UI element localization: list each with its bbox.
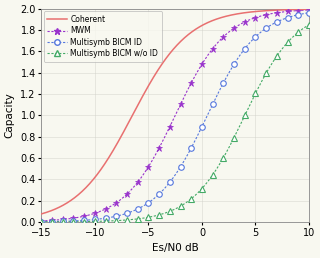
Multisymb BICM w/o ID — [211, 173, 215, 176]
Multisymb BICM ID — [275, 20, 279, 23]
Multisymb BICM w/o ID — [307, 23, 311, 26]
Coherent — [307, 8, 311, 11]
Multisymb BICM w/o ID — [179, 205, 182, 208]
Multisymb BICM w/o ID — [200, 187, 204, 190]
Coherent — [166, 54, 170, 57]
MWM — [82, 215, 86, 218]
Line: Multisymb BICM ID: Multisymb BICM ID — [39, 10, 312, 224]
Multisymb BICM w/o ID — [114, 219, 118, 222]
MWM — [200, 63, 204, 66]
Multisymb BICM w/o ID — [275, 54, 279, 58]
Multisymb BICM ID — [104, 217, 108, 220]
MWM — [307, 9, 311, 12]
Line: Coherent: Coherent — [41, 9, 309, 214]
MWM — [264, 13, 268, 16]
MWM — [253, 16, 257, 19]
MWM — [221, 35, 225, 38]
Coherent — [259, 10, 263, 13]
Multisymb BICM w/o ID — [104, 220, 108, 223]
Multisymb BICM ID — [157, 192, 161, 196]
Multisymb BICM w/o ID — [39, 220, 43, 223]
Multisymb BICM w/o ID — [168, 210, 172, 213]
Multisymb BICM w/o ID — [136, 217, 140, 220]
Multisymb BICM w/o ID — [125, 219, 129, 222]
MWM — [93, 212, 97, 215]
MWM — [39, 219, 43, 222]
Multisymb BICM ID — [61, 220, 65, 223]
Multisymb BICM ID — [243, 47, 247, 50]
Multisymb BICM ID — [72, 219, 76, 222]
Multisymb BICM w/o ID — [286, 41, 290, 44]
Multisymb BICM w/o ID — [296, 30, 300, 34]
Coherent — [301, 8, 305, 11]
Multisymb BICM w/o ID — [93, 220, 97, 223]
MWM — [232, 27, 236, 30]
Y-axis label: Capacity: Capacity — [5, 93, 15, 138]
MWM — [211, 47, 215, 50]
X-axis label: Es/N0 dB: Es/N0 dB — [152, 243, 198, 253]
Multisymb BICM w/o ID — [189, 197, 193, 200]
Multisymb BICM ID — [93, 218, 97, 221]
Coherent — [184, 35, 188, 38]
MWM — [61, 218, 65, 221]
MWM — [125, 192, 129, 196]
Multisymb BICM ID — [189, 146, 193, 149]
MWM — [104, 207, 108, 211]
Line: Multisymb BICM w/o ID: Multisymb BICM w/o ID — [39, 22, 312, 225]
MWM — [72, 217, 76, 220]
Multisymb BICM ID — [168, 181, 172, 184]
MWM — [296, 9, 300, 12]
Coherent — [168, 52, 172, 55]
Multisymb BICM w/o ID — [72, 220, 76, 223]
Coherent — [39, 212, 43, 215]
MWM — [50, 219, 54, 222]
MWM — [286, 10, 290, 13]
Multisymb BICM ID — [200, 125, 204, 128]
Multisymb BICM ID — [232, 63, 236, 66]
Multisymb BICM ID — [114, 215, 118, 218]
Multisymb BICM ID — [307, 11, 311, 14]
MWM — [168, 125, 172, 128]
Multisymb BICM w/o ID — [232, 136, 236, 139]
MWM — [157, 146, 161, 149]
Multisymb BICM w/o ID — [221, 156, 225, 159]
Multisymb BICM ID — [286, 16, 290, 19]
Multisymb BICM ID — [221, 81, 225, 84]
Legend: Coherent, MWM, Multisymb BICM ID, Multisymb BICM w/o ID: Coherent, MWM, Multisymb BICM ID, Multis… — [44, 11, 162, 62]
MWM — [189, 81, 193, 84]
MWM — [147, 165, 150, 168]
Multisymb BICM ID — [211, 103, 215, 106]
Multisymb BICM w/o ID — [147, 216, 150, 219]
Multisymb BICM ID — [125, 212, 129, 215]
MWM — [275, 11, 279, 14]
Multisymb BICM ID — [136, 207, 140, 211]
Multisymb BICM ID — [50, 220, 54, 223]
Multisymb BICM ID — [264, 27, 268, 30]
Multisymb BICM w/o ID — [50, 220, 54, 223]
Multisymb BICM ID — [179, 165, 182, 168]
Coherent — [199, 25, 203, 28]
Multisymb BICM w/o ID — [61, 220, 65, 223]
Multisymb BICM ID — [296, 13, 300, 16]
Multisymb BICM w/o ID — [264, 71, 268, 75]
MWM — [136, 181, 140, 184]
Line: MWM: MWM — [38, 6, 313, 224]
Multisymb BICM ID — [147, 201, 150, 204]
MWM — [243, 20, 247, 23]
Multisymb BICM ID — [253, 35, 257, 38]
Multisymb BICM w/o ID — [157, 213, 161, 216]
Multisymb BICM w/o ID — [82, 220, 86, 223]
MWM — [179, 103, 182, 106]
Multisymb BICM ID — [39, 220, 43, 223]
Multisymb BICM w/o ID — [243, 114, 247, 117]
MWM — [114, 201, 118, 204]
Multisymb BICM w/o ID — [253, 92, 257, 95]
Multisymb BICM ID — [82, 219, 86, 222]
